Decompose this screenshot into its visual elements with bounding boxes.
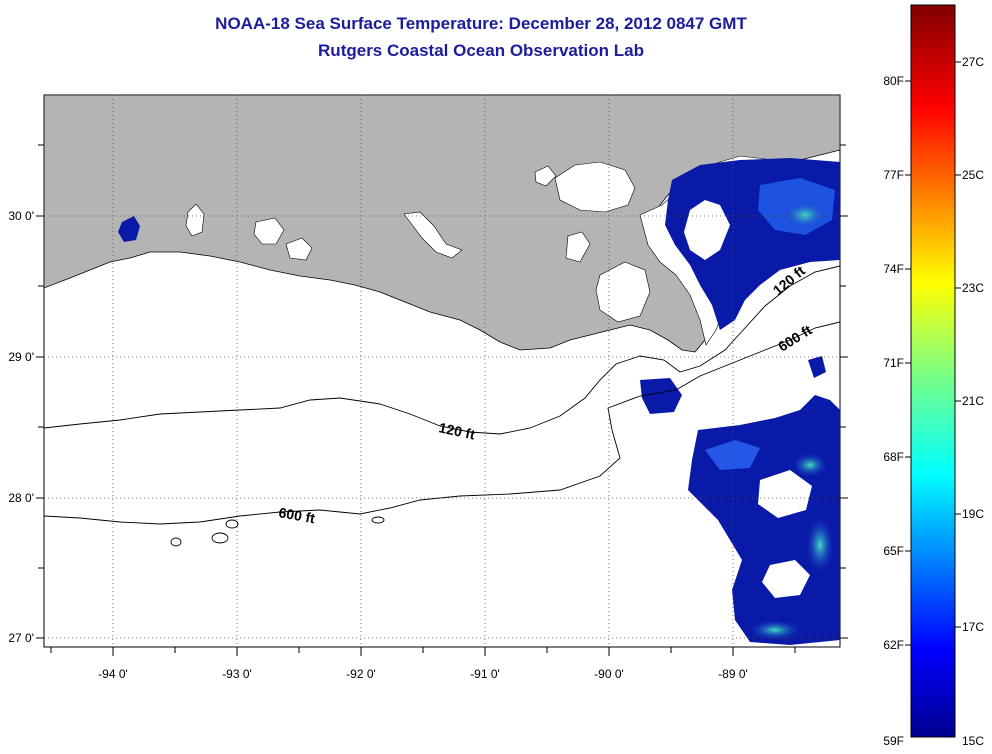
lon-label-90: -90 0' <box>594 667 624 681</box>
colorbar-c-19: 19C <box>962 507 984 521</box>
graticule <box>44 95 840 647</box>
map-subtitle: Rutgers Coastal Ocean Observation Lab <box>318 41 644 60</box>
lon-label-92: -92 0' <box>346 667 376 681</box>
lon-label-91: -91 0' <box>470 667 500 681</box>
colorbar-c-17: 17C <box>962 620 984 634</box>
lat-label-28: 28 0' <box>8 491 34 505</box>
colorbar-f-80: 80F <box>883 74 904 88</box>
colorbar-gradient <box>910 4 956 738</box>
colorbar-c-25: 25C <box>962 168 984 182</box>
lake-pontchartrain <box>554 161 636 213</box>
bathymetry-contours <box>44 265 840 547</box>
colorbar-f-65: 65F <box>883 544 904 558</box>
grand-lake <box>253 217 285 245</box>
colorbar-f-74: 74F <box>883 262 904 276</box>
lat-label-27: 27 0' <box>8 631 34 645</box>
inland-water-2 <box>403 211 463 259</box>
contour-120ft <box>44 265 840 435</box>
colorbar-c-23: 23C <box>962 281 984 295</box>
contour-label-600ft-west: 600 ft <box>277 504 316 526</box>
inland-water-1 <box>285 237 313 261</box>
axis-ticks <box>36 144 848 656</box>
map-title: NOAA-18 Sea Surface Temperature: Decembe… <box>215 14 747 33</box>
lon-label-89: -89 0' <box>718 667 748 681</box>
colorbar-c-27: 27C <box>962 55 984 69</box>
colorbar-f-59: 59F <box>883 734 904 748</box>
barataria-bay <box>595 261 651 323</box>
contour-600ft <box>44 321 840 525</box>
colorbar-f-62: 62F <box>883 638 904 652</box>
colorbar: 80F 77F 74F 71F 68F 65F 62F 59F 27C 25C … <box>883 4 984 748</box>
colorbar-c-15: 15C <box>962 734 984 748</box>
lon-label-93: -93 0' <box>222 667 252 681</box>
colorbar-c-21: 21C <box>962 394 984 408</box>
sst-data-layer <box>640 158 840 645</box>
lake-maurepas <box>534 165 557 187</box>
inland-water-3 <box>565 231 591 263</box>
lat-label-29: 29 0' <box>8 350 34 364</box>
white-lake <box>185 203 205 237</box>
sst-patch-inland <box>118 216 140 242</box>
lat-label-30: 30 0' <box>8 209 34 223</box>
colorbar-f-77: 77F <box>883 168 904 182</box>
colorbar-f-71: 71F <box>883 356 904 370</box>
colorbar-f-68: 68F <box>883 450 904 464</box>
lon-label-94: -94 0' <box>98 667 128 681</box>
contour-label-120ft-west: 120 ft <box>437 419 476 442</box>
